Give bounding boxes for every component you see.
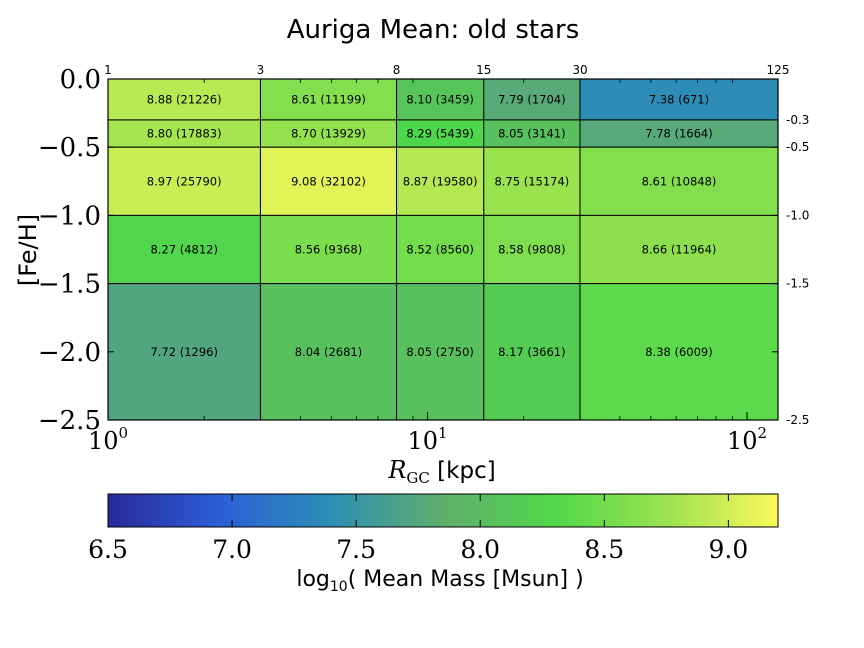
x-tick-label: 102 [727,424,767,455]
x-tick-base: 10 [407,427,438,455]
x-tick-base: 10 [727,427,758,455]
cell-label: 7.72 (1296) [150,345,218,359]
x-axis-label: RGC [kpc] [387,456,495,487]
y-tick-label: −2.5 [38,406,101,436]
colorbar [107,493,779,528]
y-bin-edge-label: -1.0 [786,208,809,222]
cell-label: 8.97 (25790) [147,174,222,188]
cell-label: 8.66 (11964) [642,243,717,257]
cell-label: 8.58 (9808) [498,243,566,257]
x-axis-label-main: R [387,456,406,484]
heatmap-cells [107,78,779,421]
cell-label: 8.80 (17883) [147,127,222,141]
heatmap-cell [579,146,779,216]
heatmap-cell [259,283,398,421]
chart-title: Auriga Mean: old stars [287,15,580,45]
cell-label: 8.70 (13929) [291,127,366,141]
cell-label: 8.04 (2681) [295,345,363,359]
cell-label: 8.05 (3141) [498,127,566,141]
cell-label: 8.56 (9368) [295,243,363,257]
y-bin-edge-label: -0.5 [786,140,809,154]
x-axis-label-sub: GC [406,469,429,487]
x-tick-exp: 2 [758,424,768,442]
cell-labels: 8.88 (21226) 8.61 (11199) 8.10 (3459) 7.79 … [147,92,717,358]
colorbar-label-prefix: log [296,567,330,592]
cell-label: 8.10 (3459) [406,92,474,106]
colorbar-tick-label: 8.5 [584,535,624,564]
cell-label: 8.75 (15174) [494,174,569,188]
y-axis-label: [Fe/H] [14,214,42,286]
cell-label: 8.61 (11199) [291,92,366,106]
colorbar-label-sub: 10 [330,579,348,595]
y-tick-label: 0.0 [60,65,101,95]
heatmap-cell [259,78,398,121]
colorbar-tick-label: 8.0 [460,535,500,564]
x-bin-edge-label: 3 [257,63,265,77]
heatmap-cell [396,283,485,421]
cell-label: 8.05 (2750) [406,345,474,359]
colorbar-label-suffix: ( Mean Mass [Msun] ) [348,567,584,592]
heatmap-cell [107,283,261,421]
heatmap-cell [579,119,779,148]
cell-label: 8.17 (3661) [498,345,566,359]
heatmap-cell [483,146,581,216]
cell-label: 7.38 (671) [649,92,709,106]
cell-label: 8.27 (4812) [150,243,218,257]
colorbar-label: log10( Mean Mass [Msun] ) [296,567,583,595]
heatmap-cell [396,146,485,216]
heatmap-cell [259,146,398,216]
y-bin-edge-label: -1.5 [786,277,809,291]
cell-label: 8.88 (21226) [147,92,222,106]
x-bin-edge-label: 1 [104,63,112,77]
x-bin-edge-label: 8 [393,63,401,77]
heatmap-cell [259,214,398,285]
x-bin-edge-label: 15 [476,63,491,77]
x-tick-label: 100 [88,424,128,455]
y-tick-label: −2.0 [38,338,101,368]
x-tick-label: 101 [407,424,447,455]
cell-label: 9.08 (32102) [291,174,366,188]
y-tick-label: −1.0 [38,201,101,231]
heatmap-cell [396,214,485,285]
x-tick-base: 10 [88,427,119,455]
x-tick-exp: 0 [119,424,129,442]
colorbar-ticks: 6.5 7.0 7.5 8.0 8.5 9.0 [88,494,748,564]
cell-label: 8.87 (19580) [403,174,478,188]
heatmap-cell [107,78,261,121]
y-tick-label: −1.5 [38,270,101,300]
heatmap-cell [396,119,485,148]
cell-label: 7.79 (1704) [498,92,566,106]
cell-label: 8.38 (6009) [645,345,713,359]
colorbar-tick-label: 7.5 [336,535,376,564]
y-bin-edge-label: -0.3 [786,113,809,127]
cell-label: 8.61 (10848) [642,174,717,188]
heatmap-cell [579,214,779,285]
x-tick-exp: 1 [438,424,448,442]
cell-label: 8.52 (8560) [406,243,474,257]
cell-label: 7.78 (1664) [645,127,713,141]
colorbar-tick-label: 7.0 [212,535,252,564]
heatmap-cell [483,214,581,285]
plot-frame [107,78,779,421]
x-bin-edge-label: 125 [767,63,790,77]
colorbar-tick-label: 9.0 [708,535,748,564]
y-tick-label: −0.5 [38,133,101,163]
colorbar-tick-label: 6.5 [88,535,128,564]
heatmap-cell [579,283,779,421]
x-axis-label-unit: [kpc] [430,458,496,484]
x-bin-edge-label: 30 [572,63,587,77]
cell-label: 8.29 (5439) [406,127,474,141]
y-bin-edge-label: -2.5 [786,413,809,427]
